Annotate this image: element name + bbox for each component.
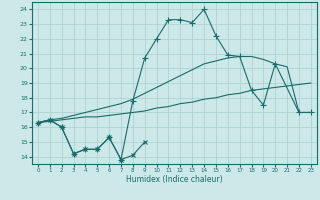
X-axis label: Humidex (Indice chaleur): Humidex (Indice chaleur) bbox=[126, 175, 223, 184]
